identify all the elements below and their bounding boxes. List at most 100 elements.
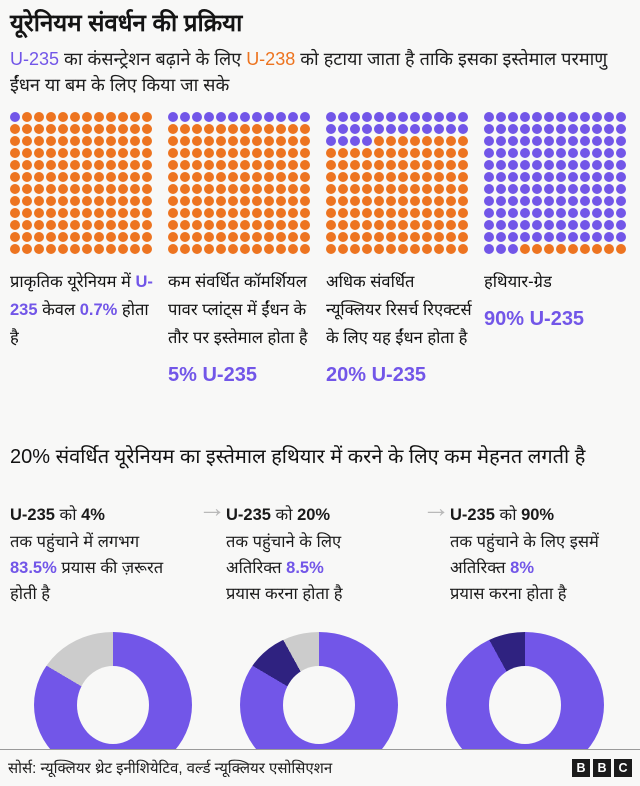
u238-dot (300, 183, 310, 194)
u238-dot (386, 159, 396, 170)
u238-dot (70, 195, 80, 206)
u238-dot (58, 123, 68, 134)
u235-dot (604, 171, 614, 182)
u238-dot (410, 183, 420, 194)
u238-dot (398, 147, 408, 158)
u238-dot (446, 195, 456, 206)
u238-dot (192, 243, 202, 254)
u238-dot (142, 171, 152, 182)
u238-dot (338, 243, 348, 254)
u238-dot (216, 243, 226, 254)
u238-dot (142, 243, 152, 254)
u238-dot (374, 207, 384, 218)
u235-dot (592, 219, 602, 230)
u235-dot (592, 195, 602, 206)
waffle-column-natural: प्राकृतिक यूरेनियम में U-235 केवल 0.7% ह… (10, 111, 156, 442)
u238-dot (458, 159, 468, 170)
u238-dot (46, 219, 56, 230)
u238-dot (130, 159, 140, 170)
u238-dot (350, 159, 360, 170)
u238-dot (118, 147, 128, 158)
u238-dot (180, 123, 190, 134)
u235-dot (592, 123, 602, 134)
u238-dot (422, 183, 432, 194)
u238-dot (338, 159, 348, 170)
text-run: 8% (510, 559, 534, 578)
u238-dot (288, 123, 298, 134)
u238-dot (192, 195, 202, 206)
u238-dot (34, 159, 44, 170)
u238-dot (446, 207, 456, 218)
text-run: प्रयास करना होता है (450, 585, 567, 604)
u238-dot (204, 135, 214, 146)
u235-dot (592, 231, 602, 242)
u235-dot (556, 231, 566, 242)
u238-dot (434, 231, 444, 242)
u235-dot (604, 147, 614, 158)
u238-dot (118, 183, 128, 194)
u238-dot (70, 243, 80, 254)
u238-dot (592, 243, 602, 254)
u238-dot (130, 207, 140, 218)
u238-dot (276, 243, 286, 254)
u235-dot (580, 183, 590, 194)
u238-dot (168, 195, 178, 206)
u238-dot (434, 195, 444, 206)
u238-dot (130, 171, 140, 182)
u238-dot (106, 243, 116, 254)
u238-dot (434, 159, 444, 170)
u235-dot (508, 195, 518, 206)
u235-dot (484, 147, 494, 158)
u235-dot (192, 111, 202, 122)
u238-dot (240, 135, 250, 146)
text-run: U-235 (450, 506, 495, 525)
u238-dot (10, 219, 20, 230)
u238-dot (22, 195, 32, 206)
u238-dot (22, 135, 32, 146)
u238-dot (142, 123, 152, 134)
u238-dot (70, 219, 80, 230)
u238-dot (34, 219, 44, 230)
u238-dot (422, 147, 432, 158)
u238-dot (362, 243, 372, 254)
u235-dot (568, 219, 578, 230)
u238-dot (94, 243, 104, 254)
u235-dot (338, 123, 348, 134)
u235-dot (228, 111, 238, 122)
u235-dot (544, 159, 554, 170)
text-run: तक पहुंचाने के लिए इसमें (450, 532, 599, 551)
u238-dot (94, 219, 104, 230)
u235-dot (508, 159, 518, 170)
u238-dot (362, 147, 372, 158)
u235-dot (496, 195, 506, 206)
u238-dot (362, 159, 372, 170)
u235-dot (326, 111, 336, 122)
u235-dot (520, 147, 530, 158)
u238-dot (106, 195, 116, 206)
u235-dot (434, 111, 444, 122)
u238-dot (288, 159, 298, 170)
u235-dot (410, 111, 420, 122)
u235-dot (616, 135, 626, 146)
u238-dot (520, 243, 530, 254)
u235-dot (544, 207, 554, 218)
u238-dot (410, 171, 420, 182)
dot-grid-low-enriched (168, 111, 310, 254)
u235-dot (458, 123, 468, 134)
u235-dot (568, 171, 578, 182)
u238-dot (422, 219, 432, 230)
u238-dot (10, 147, 20, 158)
text-run: हथियार-ग्रेड (484, 272, 552, 291)
u238-dot (22, 243, 32, 254)
u238-dot (350, 171, 360, 182)
u238-dot (228, 195, 238, 206)
u238-dot (300, 147, 310, 158)
u238-dot (446, 135, 456, 146)
u238-dot (216, 171, 226, 182)
u235-dot (532, 135, 542, 146)
u238-dot (216, 207, 226, 218)
u238-dot (276, 171, 286, 182)
text-run: को हटाया जाता है ताकि इसका इस्तेमाल परमा… (10, 48, 608, 95)
text-run: 83.5% (10, 559, 57, 578)
u238-dot (82, 135, 92, 146)
